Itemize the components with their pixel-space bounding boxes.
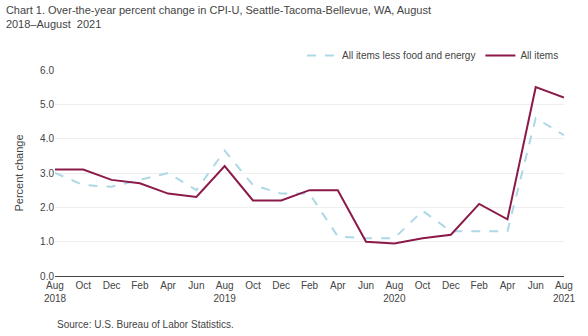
svg-text:Feb: Feb xyxy=(471,280,489,291)
svg-text:1.0: 1.0 xyxy=(40,236,54,247)
svg-text:6.0: 6.0 xyxy=(40,65,54,76)
svg-text:Dec: Dec xyxy=(442,280,460,291)
svg-text:Aug2019: Aug2019 xyxy=(214,280,237,304)
svg-text:4.0: 4.0 xyxy=(40,133,54,144)
svg-text:Aug2021: Aug2021 xyxy=(553,280,576,304)
svg-text:Jun: Jun xyxy=(358,280,374,291)
svg-text:All items: All items xyxy=(520,50,558,61)
svg-text:Jun: Jun xyxy=(528,280,544,291)
svg-text:Aug2020: Aug2020 xyxy=(383,280,406,304)
svg-text:Percent change: Percent change xyxy=(13,134,25,211)
svg-text:2.0: 2.0 xyxy=(40,202,54,213)
svg-text:Oct: Oct xyxy=(75,280,91,291)
svg-text:Chart 1. Over-the-year percent: Chart 1. Over-the-year percent change in… xyxy=(6,4,431,30)
svg-text:All items less food and energy: All items less food and energy xyxy=(342,50,475,61)
svg-text:5.0: 5.0 xyxy=(40,99,54,110)
svg-text:Oct: Oct xyxy=(415,280,431,291)
svg-text:Apr: Apr xyxy=(160,280,176,291)
svg-text:Oct: Oct xyxy=(245,280,261,291)
svg-text:0.0: 0.0 xyxy=(40,271,54,282)
svg-text:Feb: Feb xyxy=(131,280,149,291)
svg-text:Apr: Apr xyxy=(500,280,516,291)
svg-text:Source: U.S. Bureau of Labor S: Source: U.S. Bureau of Labor Statistics. xyxy=(57,319,234,330)
svg-text:Aug2018: Aug2018 xyxy=(44,280,67,304)
svg-text:Jun: Jun xyxy=(188,280,204,291)
svg-text:Dec: Dec xyxy=(272,280,290,291)
svg-text:Dec: Dec xyxy=(103,280,121,291)
svg-text:Feb: Feb xyxy=(301,280,319,291)
svg-text:3.0: 3.0 xyxy=(40,168,54,179)
svg-text:Apr: Apr xyxy=(330,280,346,291)
